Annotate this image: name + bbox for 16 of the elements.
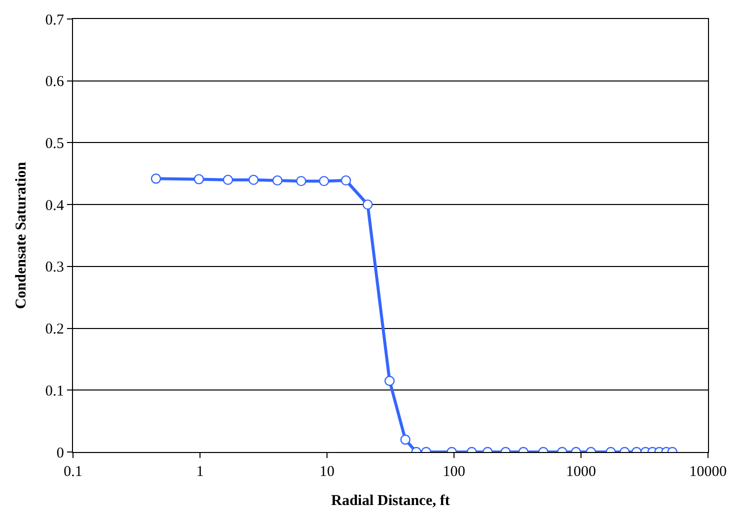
x-tick-label: 1 — [196, 464, 204, 480]
y-axis-title: Condensate Saturation — [14, 161, 30, 310]
y-tick-label: 0.1 — [45, 383, 64, 400]
y-tick-label: 0.2 — [45, 322, 64, 338]
y-tick-label: 0.6 — [45, 74, 64, 90]
y-tick-label: 0.4 — [45, 198, 64, 214]
y-tick-label: 0.5 — [45, 136, 64, 152]
y-tick-label: 0.3 — [45, 260, 64, 276]
y-tick-label: 0.7 — [45, 12, 64, 28]
x-axis-title: Radial Distance, ft — [331, 493, 450, 509]
x-tick-label: 10 — [320, 464, 334, 480]
x-tick-label: 1000 — [566, 464, 596, 480]
x-tick-label: 0.1 — [64, 464, 82, 480]
x-tick-label: 10000 — [689, 464, 727, 480]
x-tick-label: 100 — [442, 464, 466, 480]
y-tick-label: 0 — [56, 445, 64, 462]
